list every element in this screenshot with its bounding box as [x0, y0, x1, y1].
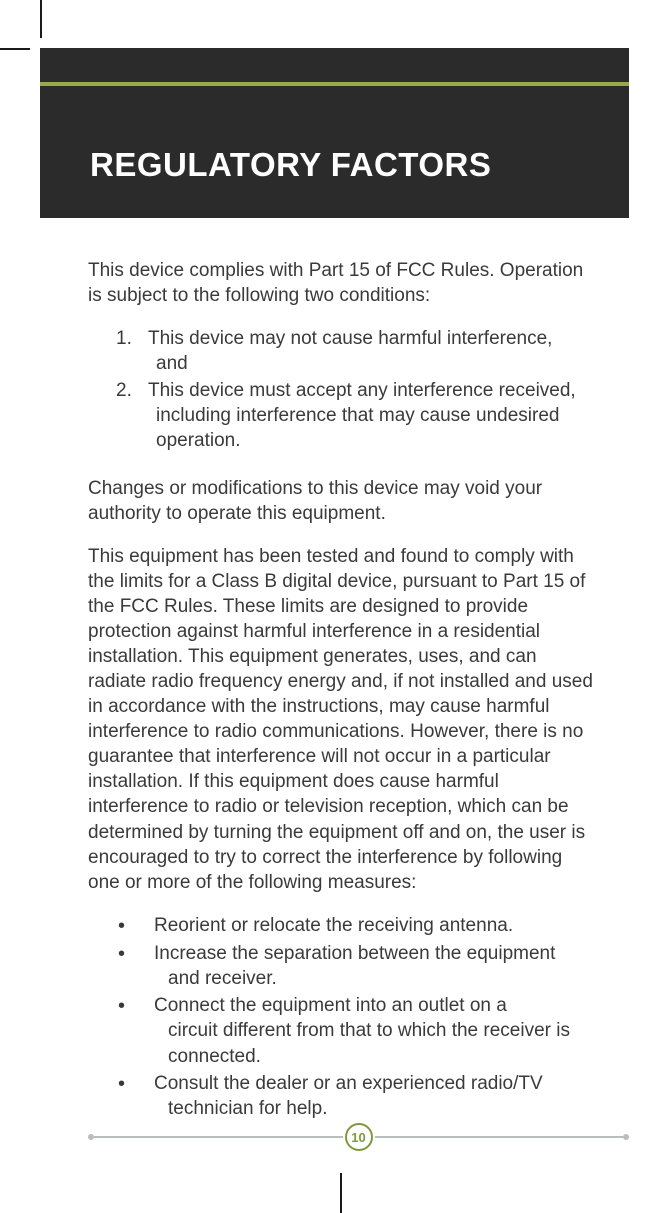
- list-text-line: Reorient or relocate the receiving anten…: [154, 915, 513, 936]
- list-text-cont: and: [148, 351, 599, 376]
- list-text-cont: circuit different from that to which the…: [154, 1018, 599, 1068]
- measure-item: • Reorient or relocate the receiving ant…: [118, 913, 599, 939]
- condition-item: 2. This device must accept any interfere…: [116, 378, 599, 453]
- crop-mark-vertical: [40, 0, 42, 38]
- measure-item: • Connect the equipment into an outlet o…: [118, 993, 599, 1068]
- measures-list: • Reorient or relocate the receiving ant…: [118, 913, 599, 1121]
- measure-item: • Consult the dealer or an experienced r…: [118, 1071, 599, 1121]
- list-text-line: Increase the separation between the equi…: [154, 943, 555, 964]
- rule-line: [94, 1136, 343, 1138]
- list-text: Reorient or relocate the receiving anten…: [154, 913, 599, 939]
- list-number: 1.: [116, 326, 146, 376]
- bullet-icon: •: [118, 941, 154, 991]
- page-number: 10: [345, 1123, 373, 1151]
- conditions-list: 1. This device may not cause harmful int…: [116, 326, 599, 453]
- crop-mark-bottom: [340, 1173, 342, 1213]
- list-text: Increase the separation between the equi…: [154, 941, 599, 991]
- crop-mark-horizontal: [0, 48, 30, 50]
- classb-paragraph: This equipment has been tested and found…: [88, 544, 599, 895]
- list-text-cont: and receiver.: [154, 966, 599, 991]
- list-text-line: This device may not cause harmful interf…: [148, 328, 552, 349]
- list-text-cont: including interference that may cause un…: [148, 403, 599, 453]
- rule-line: [375, 1136, 624, 1138]
- list-text-line: This device must accept any interference…: [148, 380, 576, 401]
- list-text: This device may not cause harmful interf…: [146, 326, 599, 376]
- list-text-line: Connect the equipment into an outlet on …: [154, 995, 507, 1016]
- header-spacer: [40, 48, 629, 82]
- list-text-line: Consult the dealer or an experienced rad…: [154, 1073, 543, 1094]
- intro-paragraph: This device complies with Part 15 of FCC…: [88, 258, 599, 308]
- page-title: REGULATORY FACTORS: [90, 146, 579, 184]
- condition-item: 1. This device may not cause harmful int…: [116, 326, 599, 376]
- rule-dot-right: [623, 1134, 629, 1140]
- measure-item: • Increase the separation between the eq…: [118, 941, 599, 991]
- list-text: Connect the equipment into an outlet on …: [154, 993, 599, 1068]
- list-text: Consult the dealer or an experienced rad…: [154, 1071, 599, 1121]
- header-block: REGULATORY FACTORS: [40, 48, 629, 218]
- changes-paragraph: Changes or modifications to this device …: [88, 476, 599, 526]
- list-text-cont: technician for help.: [154, 1096, 599, 1121]
- bullet-icon: •: [118, 913, 154, 939]
- bullet-icon: •: [118, 1071, 154, 1121]
- bullet-icon: •: [118, 993, 154, 1068]
- list-text: This device must accept any interference…: [146, 378, 599, 453]
- body-content: This device complies with Part 15 of FCC…: [88, 258, 599, 1131]
- list-number: 2.: [116, 378, 146, 453]
- footer-rule: 10: [88, 1123, 629, 1151]
- header-title-wrap: REGULATORY FACTORS: [40, 86, 629, 218]
